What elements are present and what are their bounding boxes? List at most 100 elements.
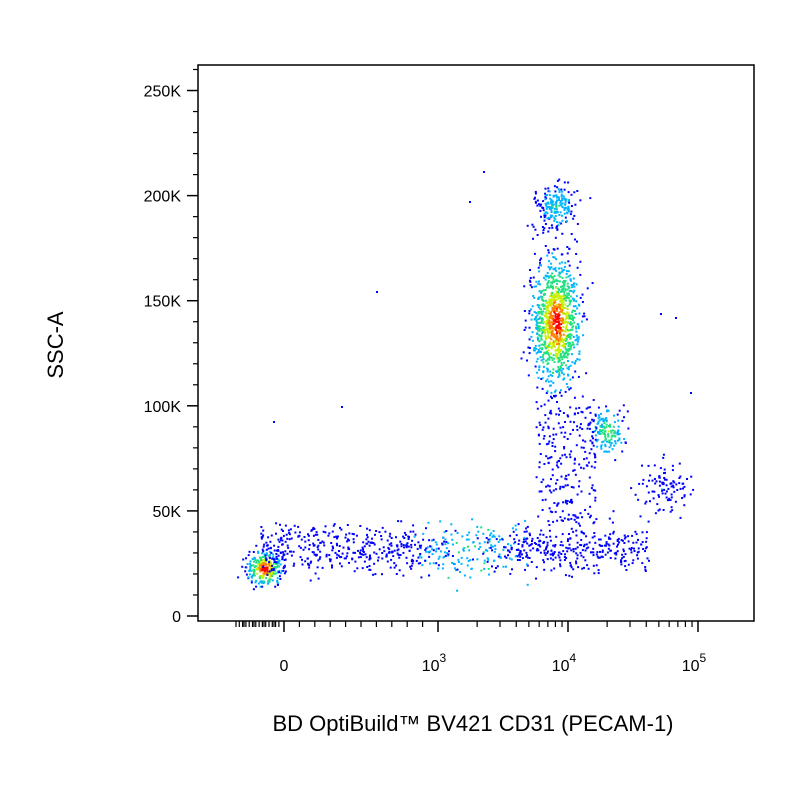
event-dot <box>247 576 250 579</box>
event-dot <box>552 319 555 322</box>
event-dot <box>567 473 570 476</box>
event-dot <box>559 563 561 566</box>
event-dot <box>558 343 561 346</box>
event-dot <box>547 425 550 428</box>
event-dot <box>576 307 579 310</box>
event-dot <box>292 550 295 553</box>
event-dot <box>375 530 378 532</box>
event-dot <box>566 550 569 553</box>
event-dot <box>565 336 568 339</box>
event-dot <box>604 534 607 537</box>
event-dot <box>592 547 595 550</box>
event-dot <box>539 334 542 337</box>
event-dot <box>620 561 623 563</box>
event-dot <box>549 321 552 324</box>
event-dot <box>537 329 540 332</box>
event-dot <box>267 536 270 539</box>
event-dot <box>543 549 546 552</box>
event-dot <box>574 339 577 342</box>
event-dot <box>542 542 545 544</box>
event-dot <box>556 199 558 202</box>
event-dot <box>551 468 554 471</box>
event-dot <box>536 371 539 374</box>
event-dot <box>570 290 573 292</box>
event-dot <box>560 298 563 300</box>
event-dot <box>543 540 546 543</box>
event-dot <box>548 312 551 315</box>
event-dot <box>577 325 580 328</box>
event-dot <box>556 401 558 403</box>
event-dot <box>591 441 594 444</box>
event-dot <box>592 419 595 422</box>
event-dot <box>555 338 558 341</box>
event-dot <box>601 544 603 547</box>
event-dot <box>568 388 571 391</box>
event-dot <box>563 297 566 300</box>
event-dot <box>536 204 539 207</box>
event-dot <box>545 207 548 210</box>
event-dot <box>332 547 335 550</box>
event-dot <box>557 554 560 557</box>
event-dot <box>447 542 450 545</box>
event-dot <box>550 478 552 481</box>
event-dot <box>565 206 568 209</box>
event-dot <box>549 313 552 316</box>
event-dot <box>540 338 543 341</box>
event-dot <box>570 549 573 552</box>
event-dot <box>290 554 293 557</box>
event-dot <box>553 502 556 504</box>
event-dot <box>600 412 602 415</box>
event-dot <box>313 527 316 530</box>
event-dot <box>657 509 660 512</box>
event-dot <box>262 529 265 532</box>
event-dot <box>548 358 551 361</box>
event-dot <box>546 363 549 366</box>
event-dot <box>503 546 506 549</box>
event-dot <box>260 537 263 540</box>
event-dot <box>599 429 602 432</box>
event-dot <box>647 464 650 467</box>
event-dot <box>282 551 284 554</box>
event-dot <box>241 565 244 568</box>
event-dot <box>627 540 630 543</box>
event-dot <box>557 188 560 191</box>
event-dot <box>560 394 563 397</box>
event-dot <box>542 209 545 212</box>
event-dot <box>395 544 398 547</box>
event-dot <box>532 225 535 228</box>
event-dot <box>538 442 541 445</box>
event-dot <box>581 549 584 552</box>
event-dot <box>279 578 282 580</box>
event-dot <box>587 512 590 515</box>
event-dot <box>286 552 289 555</box>
event-dot <box>451 561 454 564</box>
event-dot <box>622 555 625 558</box>
event-dot <box>249 567 252 569</box>
event-dot <box>264 563 267 566</box>
event-dot <box>560 462 563 465</box>
event-dot <box>531 339 534 342</box>
event-dot <box>288 531 291 534</box>
event-dot <box>544 214 547 217</box>
event-dot <box>573 191 576 194</box>
event-dot <box>540 320 543 322</box>
event-dot <box>576 323 579 326</box>
event-dot <box>270 551 273 554</box>
event-dot <box>564 499 567 502</box>
event-dot <box>521 557 524 560</box>
event-dot <box>461 535 464 538</box>
event-dot <box>616 540 619 542</box>
event-dot <box>273 558 275 561</box>
event-dot <box>307 534 310 537</box>
event-dot <box>543 568 546 571</box>
event-dot <box>580 410 583 413</box>
event-dot <box>554 286 557 289</box>
y-tick-label: 50K <box>153 504 182 521</box>
event-dot <box>374 533 376 536</box>
event-dot <box>310 529 313 532</box>
event-dot <box>558 342 561 345</box>
event-dot <box>541 509 544 511</box>
event-dot <box>528 544 531 547</box>
event-dot <box>534 228 537 231</box>
event-dot <box>302 548 305 551</box>
